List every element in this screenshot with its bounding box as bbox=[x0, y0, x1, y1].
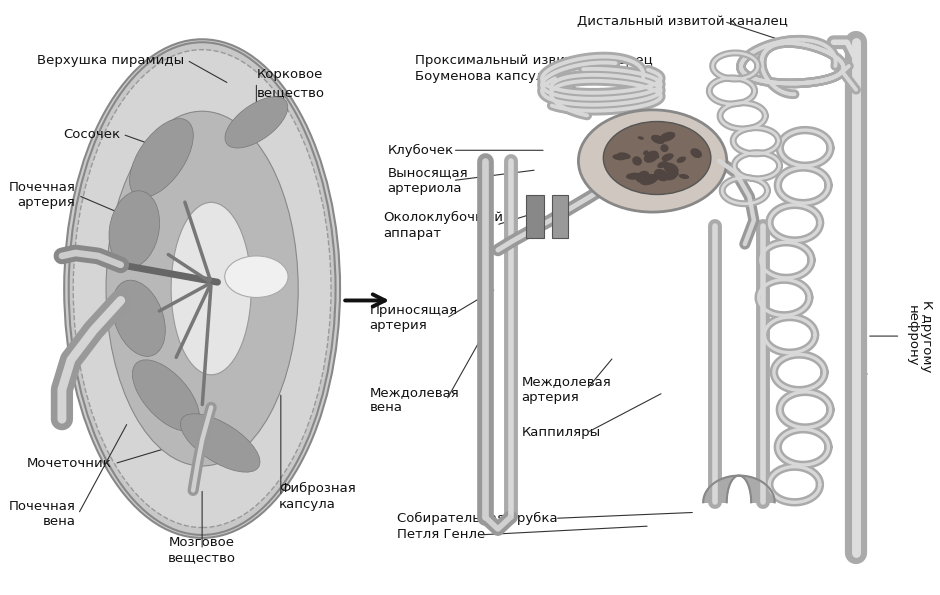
Bar bbox=[526, 195, 544, 238]
Ellipse shape bbox=[73, 49, 331, 528]
Ellipse shape bbox=[650, 152, 659, 159]
Ellipse shape bbox=[664, 162, 679, 175]
Ellipse shape bbox=[109, 191, 160, 268]
Text: вещество: вещество bbox=[257, 86, 324, 99]
Ellipse shape bbox=[633, 156, 642, 165]
Ellipse shape bbox=[666, 173, 677, 180]
Ellipse shape bbox=[133, 360, 199, 431]
Text: Выносящая: Выносящая bbox=[387, 167, 468, 179]
Text: Каппиляры: Каппиляры bbox=[522, 427, 601, 439]
Ellipse shape bbox=[64, 39, 340, 538]
Ellipse shape bbox=[180, 414, 260, 472]
Text: капсула: капсула bbox=[279, 497, 336, 511]
Text: Почечная: Почечная bbox=[8, 181, 75, 194]
Text: К другому
нефрону: К другому нефрону bbox=[905, 300, 933, 372]
Ellipse shape bbox=[657, 161, 668, 168]
Text: артерия: артерия bbox=[522, 391, 579, 404]
Ellipse shape bbox=[651, 135, 665, 144]
Ellipse shape bbox=[643, 151, 649, 155]
Text: Корковое: Корковое bbox=[257, 68, 322, 82]
Ellipse shape bbox=[626, 173, 642, 180]
Ellipse shape bbox=[603, 121, 711, 195]
Text: Проксимальный извитой каналец: Проксимальный извитой каналец bbox=[415, 54, 652, 67]
Ellipse shape bbox=[225, 97, 288, 148]
Text: Сосочек: Сосочек bbox=[64, 128, 120, 141]
Ellipse shape bbox=[106, 111, 298, 466]
Ellipse shape bbox=[112, 280, 165, 356]
Text: Верхушка пирамиды: Верхушка пирамиды bbox=[37, 54, 184, 67]
Text: Клубочек: Клубочек bbox=[387, 144, 454, 157]
Ellipse shape bbox=[677, 156, 686, 163]
Text: Околоклубочный: Околоклубочный bbox=[383, 211, 503, 224]
Text: вена: вена bbox=[42, 515, 75, 528]
Text: Мочеточник: Мочеточник bbox=[27, 457, 112, 470]
Bar bbox=[552, 195, 569, 238]
Text: Междолевая: Междолевая bbox=[522, 375, 611, 389]
Ellipse shape bbox=[637, 136, 644, 140]
Ellipse shape bbox=[69, 42, 336, 535]
Ellipse shape bbox=[658, 175, 667, 179]
Text: вена: вена bbox=[369, 402, 402, 414]
Text: аппарат: аппарат bbox=[383, 227, 441, 240]
Text: артериола: артериола bbox=[387, 182, 462, 195]
Ellipse shape bbox=[640, 174, 659, 185]
Text: Фиброзная: Фиброзная bbox=[279, 482, 355, 495]
Text: Почечная: Почечная bbox=[8, 500, 75, 513]
Ellipse shape bbox=[644, 151, 659, 163]
Ellipse shape bbox=[659, 131, 675, 142]
Text: Дистальный извитой каналец: Дистальный извитой каналец bbox=[577, 15, 789, 28]
Ellipse shape bbox=[661, 144, 668, 152]
Text: Боуменова капсула: Боуменова капсула bbox=[415, 70, 552, 83]
Text: Мозговое: Мозговое bbox=[169, 536, 235, 549]
Ellipse shape bbox=[130, 118, 194, 198]
Ellipse shape bbox=[666, 171, 679, 177]
Ellipse shape bbox=[690, 148, 702, 158]
Text: вещество: вещество bbox=[168, 551, 236, 564]
Ellipse shape bbox=[613, 154, 626, 160]
Text: Петля Генле: Петля Генле bbox=[397, 528, 485, 541]
Ellipse shape bbox=[635, 171, 650, 183]
Ellipse shape bbox=[679, 174, 689, 179]
Ellipse shape bbox=[662, 154, 674, 161]
Ellipse shape bbox=[171, 202, 251, 375]
Text: артерия: артерия bbox=[18, 196, 75, 209]
Text: Междолевая: Междолевая bbox=[369, 386, 460, 399]
Ellipse shape bbox=[617, 152, 631, 159]
Circle shape bbox=[225, 256, 288, 298]
Ellipse shape bbox=[578, 110, 727, 212]
Ellipse shape bbox=[654, 169, 668, 181]
Polygon shape bbox=[703, 475, 775, 502]
Text: артерия: артерия bbox=[369, 320, 427, 333]
Text: Приносящая: Приносящая bbox=[369, 304, 458, 317]
Text: Собирательная трубка: Собирательная трубка bbox=[397, 512, 557, 525]
